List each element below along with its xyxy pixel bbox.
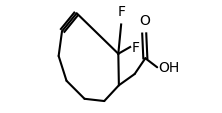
- Text: O: O: [139, 14, 150, 27]
- Text: OH: OH: [158, 61, 179, 75]
- Text: F: F: [131, 41, 139, 54]
- Text: F: F: [118, 5, 126, 19]
